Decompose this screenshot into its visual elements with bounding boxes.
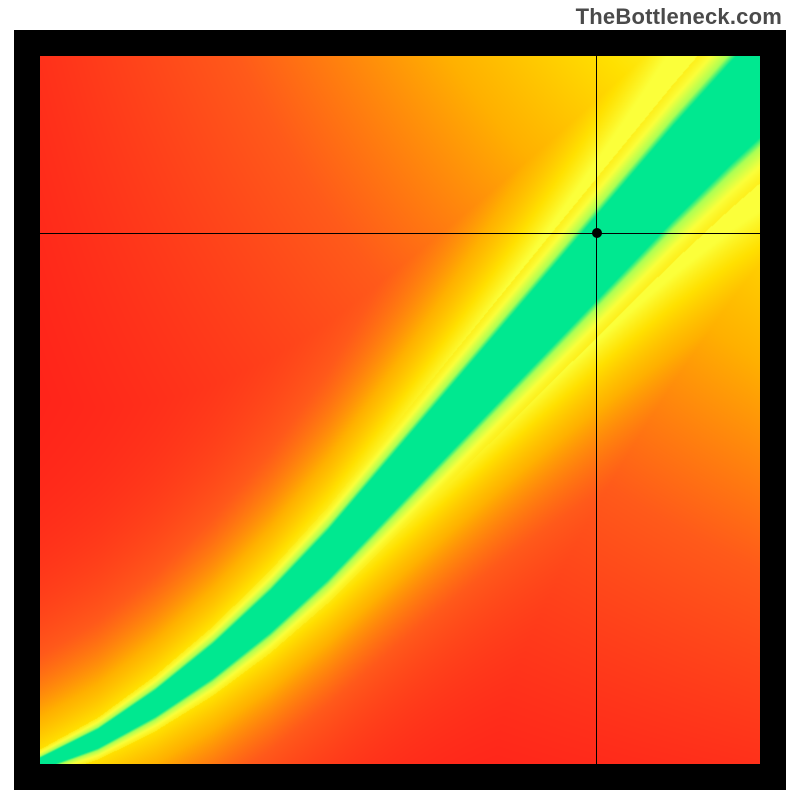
marker-point [592,228,602,238]
plot-frame [14,30,786,790]
chart-container: TheBottleneck.com [0,0,800,800]
plot-border [14,30,786,790]
watermark-text: TheBottleneck.com [576,4,782,30]
crosshair-horizontal [40,233,760,234]
crosshair-vertical [596,56,597,764]
